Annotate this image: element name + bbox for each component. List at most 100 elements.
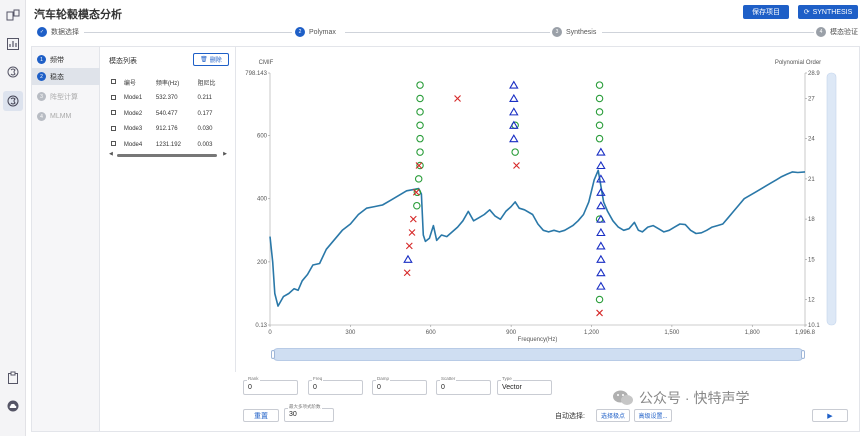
table-row[interactable]: Mode3 912.176 0.030 — [109, 122, 227, 138]
menu-item-shape[interactable]: 3 阵型计算 — [32, 88, 100, 105]
step-data-select[interactable]: ✓ 数据选择 — [37, 27, 79, 37]
column-header-id: 编号 — [123, 81, 136, 88]
range-handle-left[interactable] — [271, 350, 275, 359]
icon-rail — [0, 0, 26, 436]
stable-pole-marker — [414, 175, 423, 183]
stepper-connector — [602, 32, 814, 33]
rail-modal-analysis-icon[interactable] — [3, 91, 23, 111]
select-all-checkbox[interactable] — [109, 75, 122, 91]
damp-field[interactable]: Damp 0 — [372, 376, 427, 395]
y-tick-label-right: 28.9 — [808, 71, 820, 77]
freq-stable-pole-marker — [596, 160, 606, 170]
unstable-pole-marker — [403, 269, 411, 277]
freq-field[interactable]: Freq 0 — [308, 376, 363, 395]
y-tick-label-left: 600 — [257, 134, 268, 140]
unstable-pole-marker — [409, 215, 417, 223]
freq-stable-pole-marker — [596, 268, 606, 277]
y-tick-label-right: 12 — [808, 298, 815, 304]
save-project-button[interactable]: 保存项目 — [743, 5, 789, 19]
select-poles-button[interactable]: 选择极点 — [596, 409, 630, 422]
freq-stable-pole-marker — [596, 214, 606, 223]
scroll-left-icon[interactable]: ◀ — [109, 151, 113, 157]
rail-data-icon[interactable] — [3, 5, 23, 25]
mode-table: 编号 频率(Hz) 阻尼比 Mode1 532.370 0.211 Mode2 … — [109, 75, 227, 153]
freq-stable-pole-marker — [596, 187, 606, 196]
run-button[interactable]: ▶ — [812, 409, 848, 422]
unstable-pole-marker — [454, 95, 461, 102]
menu-item-stability[interactable]: 2 稳态 — [32, 68, 100, 85]
table-header-row: 编号 频率(Hz) 阻尼比 — [109, 75, 227, 91]
auto-select-label: 自动选择: — [555, 413, 585, 420]
trash-icon: 🗑 — [200, 57, 208, 63]
frequency-range-slider[interactable] — [271, 348, 805, 361]
y-tick-label-right: 24 — [808, 137, 815, 143]
stepper-connector — [345, 32, 550, 33]
unstable-pole-marker — [513, 162, 520, 169]
check-icon: ✓ — [37, 27, 47, 37]
menu-item-band[interactable]: 1 频带 — [32, 51, 100, 68]
column-header-damping: 阻尼比 — [197, 81, 216, 88]
stable-pole-marker — [416, 94, 424, 103]
max-order-field[interactable]: 最大多项式阶数 30 — [284, 404, 334, 422]
x-tick-label: 1,500 — [664, 330, 680, 336]
y-tick-label-right: 18 — [808, 217, 815, 223]
stable-pole-marker — [595, 108, 604, 116]
scroll-right-icon[interactable]: ▶ — [223, 151, 227, 157]
freq-stable-pole-marker — [509, 134, 519, 143]
x-tick-label: 1,200 — [584, 330, 600, 336]
rail-modal-icon[interactable] — [3, 62, 23, 82]
scrollbar-thumb[interactable] — [117, 154, 217, 157]
rail-cloud-icon[interactable] — [3, 396, 23, 416]
step-polymax[interactable]: 2 Polymax — [295, 27, 336, 37]
freq-stable-pole-marker — [596, 174, 606, 183]
y-tick-label-left: 200 — [257, 260, 268, 266]
stable-pole-marker — [595, 134, 604, 143]
row-checkbox[interactable] — [109, 122, 122, 138]
x-tick-label: 0 — [268, 330, 272, 336]
step-synthesis[interactable]: 3 Synthesis — [552, 27, 596, 37]
unstable-pole-marker — [415, 162, 423, 169]
table-scrollbar[interactable]: ◀ ▶ — [109, 151, 227, 157]
delete-button[interactable]: 🗑 删除 — [193, 53, 229, 66]
freq-stable-pole-marker — [509, 120, 519, 129]
y-tick-label-right: 15 — [808, 257, 815, 263]
chart-vertical-scrollbar — [826, 72, 837, 326]
type-select[interactable]: Type Vector — [497, 376, 552, 395]
stable-pole-marker — [595, 81, 604, 89]
rail-clipboard-icon[interactable] — [3, 368, 23, 388]
reset-button[interactable]: 重置 — [243, 409, 279, 422]
y-axis-right-label: Polynomial Order — [775, 60, 821, 66]
freq-stable-pole-marker — [596, 281, 606, 290]
step-modal-verify[interactable]: 4 模态验证 — [816, 27, 858, 37]
row-checkbox[interactable] — [109, 137, 122, 153]
stability-chart[interactable]: CMIF Polynomial Order Frequency(Hz) 0 300 600… — [237, 47, 860, 347]
stable-pole-marker — [416, 81, 424, 89]
page-title: 汽车轮毂模态分析 — [34, 9, 122, 21]
mode-list-title: 模态列表 — [109, 58, 137, 65]
y-tick-label-right: 21 — [808, 177, 815, 183]
freq-stable-pole-marker — [596, 201, 606, 210]
menu-item-mlmm[interactable]: 4 MLMM — [32, 108, 100, 125]
freq-stable-pole-marker — [403, 254, 413, 263]
freq-stable-pole-marker — [509, 80, 519, 89]
cmif-line — [269, 169, 806, 307]
table-row[interactable]: Mode1 532.370 0.211 — [109, 91, 227, 107]
x-tick-label: 600 — [426, 330, 437, 336]
advanced-settings-button[interactable]: 高级设置... — [634, 409, 672, 422]
play-icon: ▶ — [827, 412, 833, 420]
stepper-connector — [84, 32, 292, 33]
side-menu: 1 频带 2 稳态 3 阵型计算 4 MLMM — [32, 47, 100, 431]
table-row[interactable]: Mode2 540.477 0.177 — [109, 106, 227, 122]
table-row[interactable]: Mode4 1231.192 0.003 — [109, 137, 227, 153]
x-tick-label: 300 — [345, 330, 356, 336]
rail-chart-icon[interactable] — [3, 34, 23, 54]
row-checkbox[interactable] — [109, 106, 122, 122]
y-tick-label-left: 400 — [257, 197, 268, 203]
rank-field[interactable]: Rank 0 — [243, 376, 298, 395]
x-tick-label: 900 — [506, 330, 517, 336]
freq-stable-pole-marker — [596, 241, 606, 250]
synthesis-button[interactable]: ⟳ SYNTHESIS — [798, 5, 858, 19]
scatter-field[interactable]: Scatter 0 — [436, 376, 491, 395]
row-checkbox[interactable] — [109, 91, 122, 107]
range-handle-right[interactable] — [801, 350, 805, 359]
